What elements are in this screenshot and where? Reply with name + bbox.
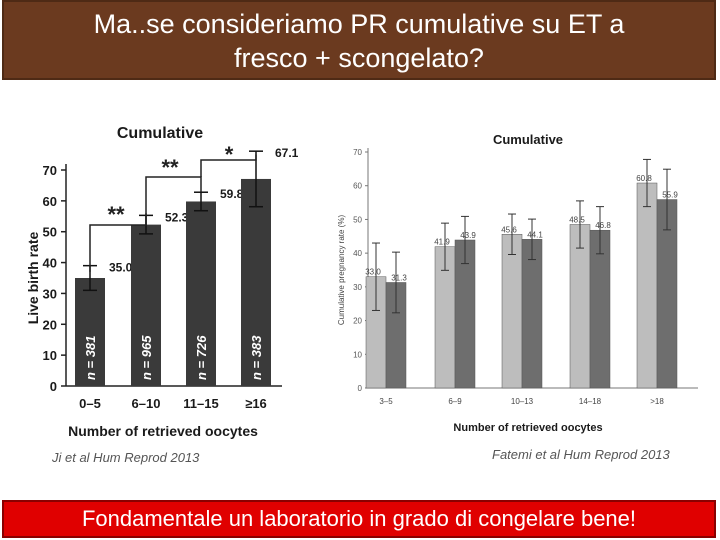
data-label: 43.9 bbox=[460, 231, 476, 240]
y-tick-label: 70 bbox=[353, 148, 362, 157]
x-tick-label: 14–18 bbox=[579, 397, 602, 406]
slide-title-line-1: Ma..se consideriamo PR cumulative su ET … bbox=[93, 9, 625, 39]
citation-left: Ji et al Hum Reprod 2013 bbox=[52, 450, 200, 465]
chart-cumulative-pregnancy-rate: Cumulative 0 10 20 30 40 50 60 70 Cumulative preg… bbox=[337, 132, 698, 434]
data-label: 59.8 bbox=[220, 187, 244, 201]
significance-marker: ** bbox=[161, 155, 179, 180]
bar bbox=[186, 201, 216, 386]
x-tick-label: 0–5 bbox=[79, 396, 101, 411]
x-tick-label: 10–13 bbox=[511, 397, 534, 406]
sample-size-label: n = 965 bbox=[139, 335, 154, 380]
data-label: 33.0 bbox=[365, 268, 381, 277]
data-label: 52.3 bbox=[165, 210, 189, 224]
y-tick-label: 30 bbox=[43, 286, 57, 301]
y-tick-label: 20 bbox=[43, 317, 57, 332]
y-tick-label: 30 bbox=[353, 283, 362, 292]
x-tick-label: >18 bbox=[650, 397, 664, 406]
bar bbox=[75, 278, 105, 386]
y-tick-label: 50 bbox=[353, 215, 362, 224]
y-tick-label: 50 bbox=[43, 225, 57, 240]
sample-size-label: n = 726 bbox=[194, 335, 209, 380]
y-tick-label: 10 bbox=[43, 348, 57, 363]
data-label: 35.0 bbox=[109, 261, 133, 275]
y-tick-label: 40 bbox=[353, 249, 362, 258]
data-label: 48.5 bbox=[569, 215, 585, 224]
chart-live-birth-rate: Cumulative 0 10 20 30 40 50 60 70 Live birth rate… bbox=[25, 125, 299, 439]
data-label: 44.1 bbox=[527, 230, 543, 239]
y-tick-label: 60 bbox=[43, 194, 57, 209]
y-axis-title: Live birth rate bbox=[25, 232, 41, 325]
bar bbox=[241, 178, 271, 386]
data-label: 31.3 bbox=[391, 273, 407, 282]
citation-right: Fatemi et al Hum Reprod 2013 bbox=[492, 447, 670, 462]
sample-size-label: n = 383 bbox=[249, 335, 264, 380]
footer-banner: Fondamentale un laboratorio in grado di … bbox=[2, 500, 716, 538]
x-tick-label: 6–9 bbox=[448, 397, 462, 406]
data-label: 45.6 bbox=[501, 225, 517, 234]
chart-title: Cumulative bbox=[493, 132, 563, 147]
y-tick-label: 20 bbox=[353, 317, 362, 326]
bar bbox=[569, 224, 591, 389]
significance-marker: ** bbox=[107, 202, 125, 227]
significance-marker: * bbox=[225, 142, 234, 167]
chart-title: Cumulative bbox=[117, 125, 203, 142]
y-axis-title: Cumulative pregnancy rate (%) bbox=[337, 215, 346, 326]
y-tick-label: 0 bbox=[358, 384, 363, 393]
bar bbox=[131, 224, 161, 386]
x-tick-label: ≥16 bbox=[245, 396, 267, 411]
data-label: 41.9 bbox=[434, 238, 450, 247]
slide-title: Ma..se consideriamo PR cumulative su ET … bbox=[2, 0, 716, 80]
x-tick-label: 11–15 bbox=[183, 396, 218, 411]
significance-bracket bbox=[200, 154, 257, 177]
slide-title-line-2: fresco + scongelato? bbox=[234, 43, 484, 73]
x-tick-label: 3–5 bbox=[379, 397, 393, 406]
sample-size-label: n = 381 bbox=[83, 336, 98, 380]
x-tick-label: 6–10 bbox=[132, 396, 161, 411]
y-tick-label: 0 bbox=[50, 379, 57, 394]
x-axis-title: Number of retrieved oocytes bbox=[68, 423, 258, 439]
bar bbox=[636, 182, 658, 389]
significance-bracket bbox=[145, 176, 202, 225]
y-tick-label: 60 bbox=[353, 182, 362, 191]
data-label: 55.9 bbox=[662, 191, 678, 200]
y-tick-label: 70 bbox=[43, 163, 57, 178]
data-label: 46.8 bbox=[595, 221, 611, 230]
y-tick-label: 40 bbox=[43, 256, 57, 271]
data-label: 60.8 bbox=[636, 174, 652, 183]
data-label: 67.1 bbox=[275, 146, 299, 160]
bar bbox=[501, 234, 523, 389]
y-tick-label: 10 bbox=[353, 350, 362, 359]
x-axis-title: Number of retrieved oocytes bbox=[453, 422, 602, 434]
bar bbox=[521, 239, 543, 389]
